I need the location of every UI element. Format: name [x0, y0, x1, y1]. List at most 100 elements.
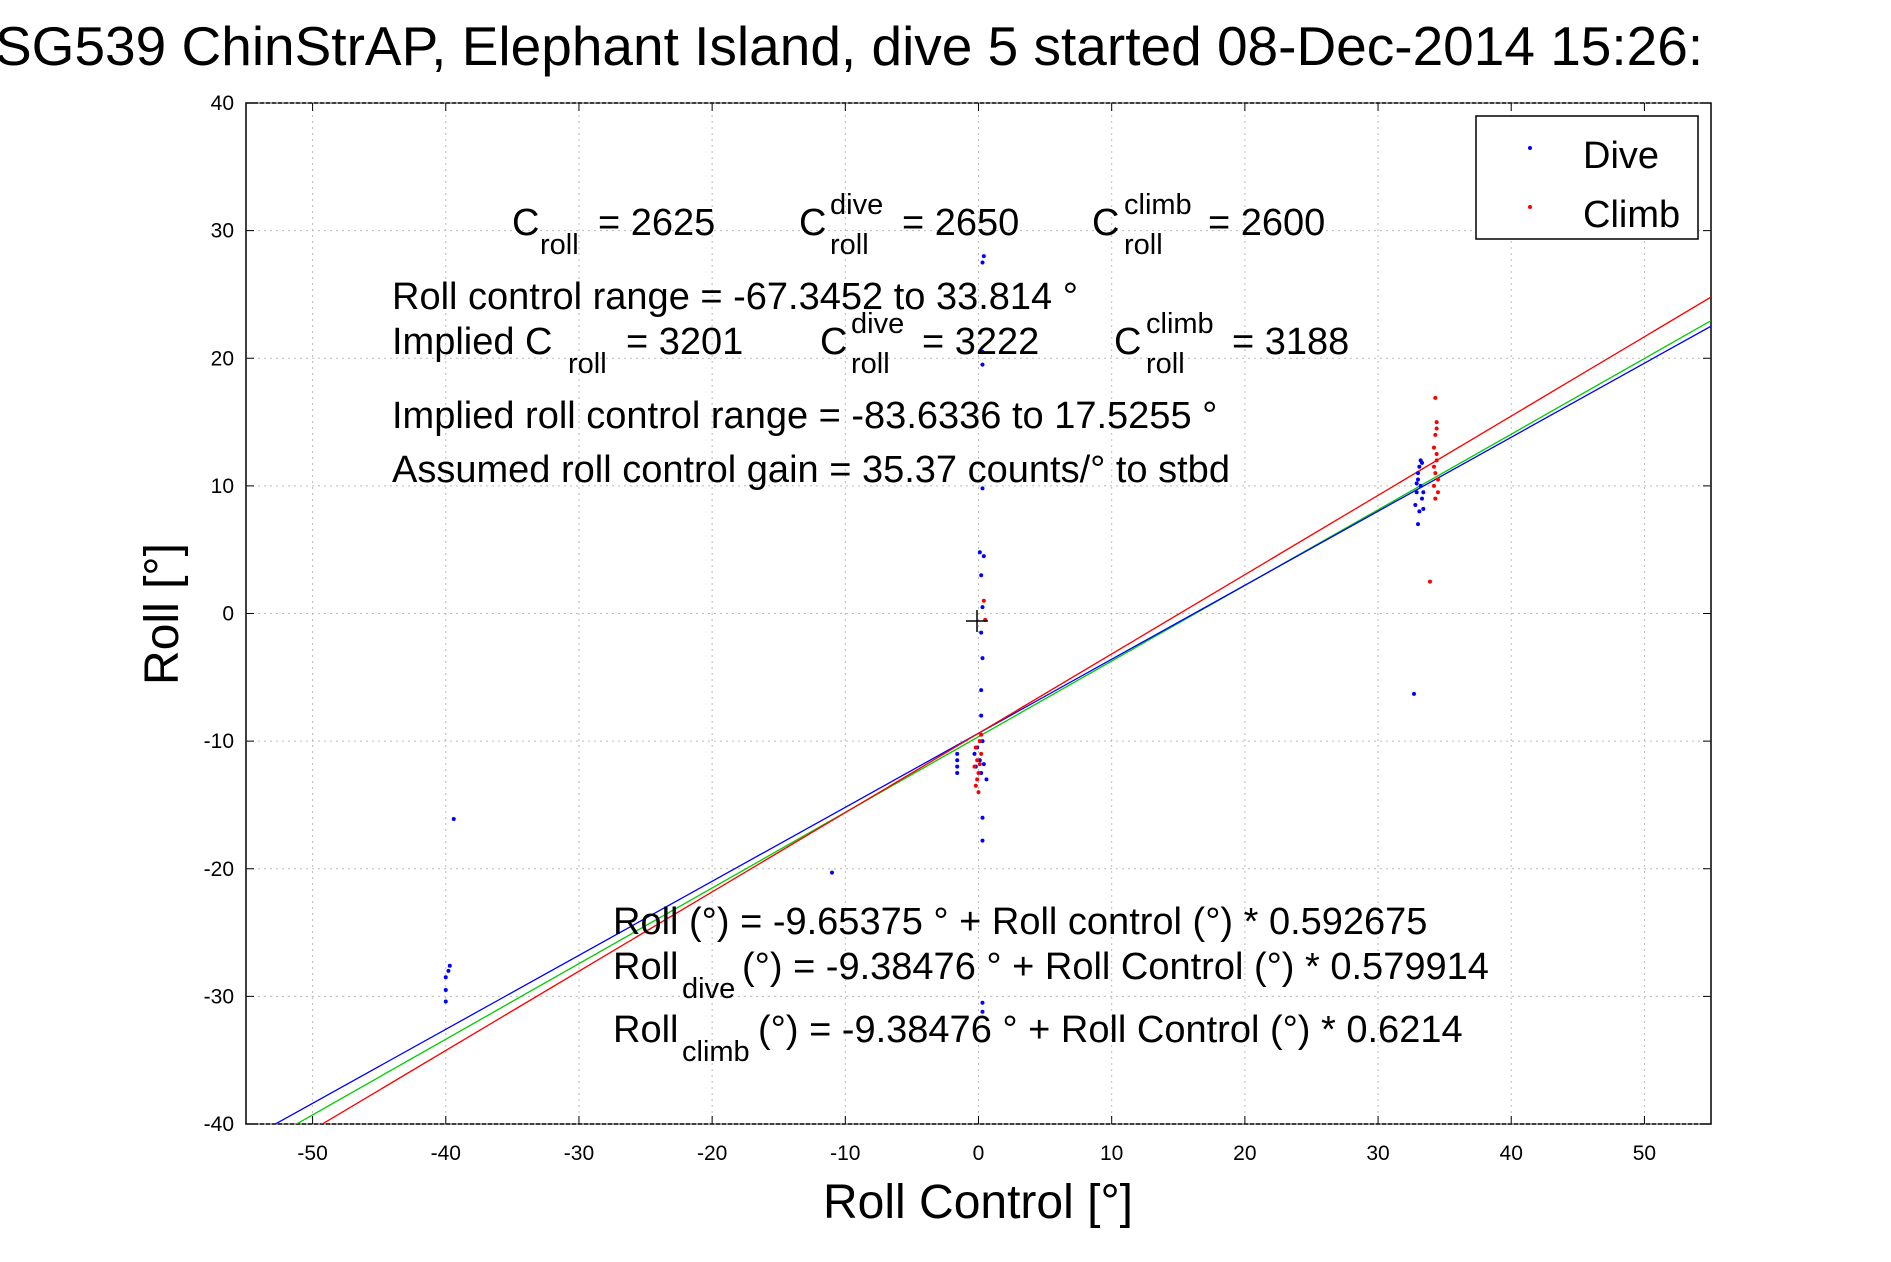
c-roll-climb-subscript: roll: [1124, 229, 1163, 261]
point-climb: [1433, 496, 1438, 501]
point-dive: [980, 362, 985, 367]
c-roll-climb-value: 2600: [1241, 202, 1326, 244]
x-tick-label: 10: [1100, 1142, 1123, 1165]
point-dive: [1421, 490, 1426, 495]
eq-climb-roll: Roll: [613, 1009, 678, 1051]
point-climb: [1435, 490, 1440, 495]
y-tick-label: 20: [211, 347, 234, 370]
point-dive: [443, 999, 448, 1004]
legend-label-climb: Climb: [1583, 194, 1680, 236]
point-dive: [830, 870, 834, 875]
svg-text:= 3201: = 3201: [626, 321, 743, 363]
c-roll-dive-subscript: roll: [830, 229, 869, 261]
origin-marker: [966, 610, 988, 632]
point-dive: [1419, 496, 1424, 501]
point-dive: [955, 758, 960, 763]
point-climb: [973, 745, 978, 750]
point-climb: [981, 598, 986, 603]
annotation-implied-c-roll-line: Implied C roll = 3201 C dive roll = 3222…: [392, 308, 1349, 380]
point-climb: [1434, 451, 1439, 456]
point-climb: [1434, 426, 1439, 431]
x-tick-label: 20: [1233, 1142, 1256, 1165]
x-tick-label: -40: [431, 1142, 461, 1165]
point-dive: [980, 260, 985, 265]
point-climb: [1434, 458, 1439, 463]
point-dive: [980, 656, 985, 661]
point-climb: [1434, 420, 1439, 425]
point-climb: [1431, 464, 1436, 469]
x-axis-ticks: -50 -40 -30 -20 -10 0 10 20 30 40 50: [297, 103, 1656, 1165]
point-dive: [443, 987, 448, 992]
point-dive: [980, 486, 985, 491]
y-axis-ticks: 40 30 20 10 0 -10 -20 -30 -40: [204, 92, 1711, 1136]
eq-dive-subscript: dive: [682, 973, 735, 1005]
y-tick-label: 30: [211, 220, 234, 243]
svg-text:= 3222: = 3222: [922, 321, 1039, 363]
y-tick-label: -10: [204, 730, 234, 753]
implied-c-roll-climb-symbol: C: [1114, 321, 1141, 363]
point-dive: [1418, 483, 1423, 488]
implied-c-roll-dive-superscript: dive: [851, 308, 904, 340]
point-dive: [981, 254, 986, 259]
point-dive: [1414, 490, 1419, 495]
point-climb: [976, 771, 981, 776]
point-dive: [980, 605, 985, 610]
c-roll-climb-symbol: C: [1092, 202, 1119, 244]
point-climb: [979, 751, 984, 756]
point-dive: [955, 751, 960, 756]
implied-c-roll-value: 3201: [659, 321, 744, 363]
svg-text:= 3188: = 3188: [1232, 321, 1349, 363]
legend-label-dive: Dive: [1583, 135, 1659, 177]
point-dive: [980, 1000, 985, 1005]
equation-all: Roll (°) = -9.65375 ° + Roll control (°)…: [613, 901, 1427, 943]
x-tick-label: -50: [297, 1142, 327, 1165]
point-dive: [955, 764, 960, 769]
c-roll-subscript: roll: [540, 229, 579, 261]
svg-text:= 2600: = 2600: [1208, 202, 1325, 244]
point-dive: [980, 1009, 985, 1014]
x-tick-label: 0: [973, 1142, 985, 1165]
c-roll-value: 2625: [631, 202, 716, 244]
point-dive: [977, 550, 982, 555]
chart-title: SG539 ChinStrAP, Elephant Island, dive 5…: [0, 15, 1703, 77]
implied-c-roll-climb-superscript: climb: [1146, 308, 1214, 340]
legend-box: [1475, 115, 1699, 240]
gain-text: Assumed roll control gain = 35.37 counts…: [392, 449, 1230, 491]
y-tick-label: 0: [222, 603, 234, 626]
data-points: [443, 254, 1440, 1014]
point-dive: [1414, 481, 1419, 486]
point-dive: [1417, 464, 1422, 469]
y-tick-label: -20: [204, 858, 234, 881]
y-tick-label: -40: [204, 1113, 234, 1136]
fit-line-climb: [321, 296, 1711, 1124]
point-dive: [446, 968, 451, 973]
annotation-c-roll-line: C roll = 2625 C dive roll = 2650 C climb…: [512, 189, 1325, 261]
point-dive: [1421, 506, 1426, 511]
c-roll-dive-value: 2650: [935, 202, 1020, 244]
point-climb: [1433, 471, 1438, 476]
y-axis-label: Roll [°]: [136, 543, 189, 685]
legend: Dive Climb: [1475, 115, 1699, 240]
fit-lines: [274, 296, 1711, 1124]
point-climb: [1431, 483, 1436, 488]
point-climb: [977, 739, 982, 744]
svg-text:= 2650: = 2650: [902, 202, 1019, 244]
y-tick-label: -30: [204, 985, 234, 1008]
point-climb: [972, 764, 977, 769]
implied-c-roll-dive-subscript: roll: [851, 348, 890, 380]
y-tick-label: 40: [211, 92, 234, 115]
point-dive: [1413, 503, 1418, 508]
point-climb: [1427, 579, 1432, 584]
point-dive: [1417, 509, 1422, 514]
point-dive: [981, 554, 986, 559]
c-roll-dive-symbol: C: [799, 202, 826, 244]
point-climb: [1431, 445, 1436, 450]
point-dive: [979, 688, 984, 693]
implied-c-roll-climb-value: 3188: [1265, 321, 1350, 363]
x-axis-label: Roll Control [°]: [823, 1176, 1133, 1229]
point-climb: [976, 790, 981, 795]
eq-climb-rest: (°) = -9.38476 ° + Roll Control (°) * 0.…: [758, 1009, 1463, 1051]
implied-c-roll-prefix: Implied C: [392, 321, 553, 363]
legend-marker-dive: [1528, 146, 1532, 150]
